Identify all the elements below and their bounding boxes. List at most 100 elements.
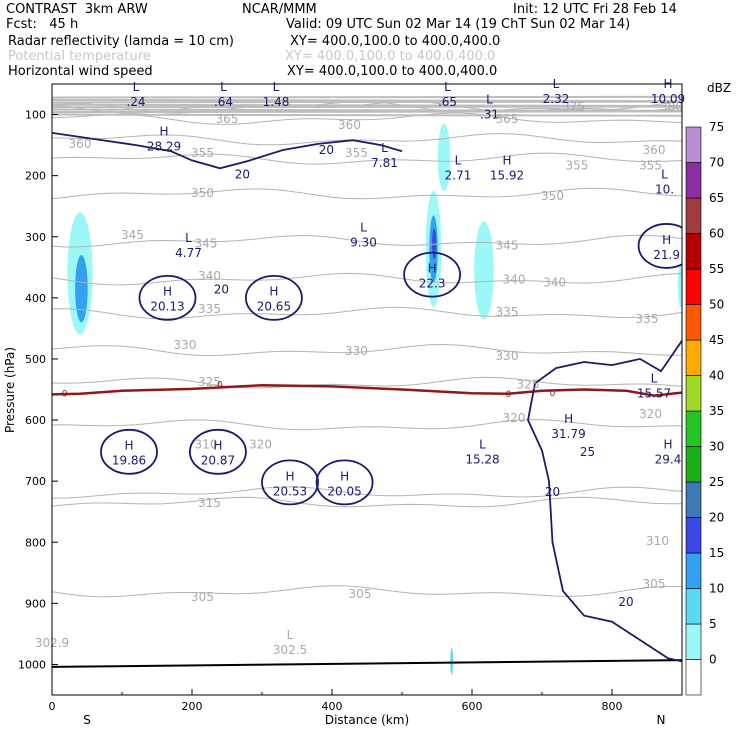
extremum-letter: H [428,262,437,276]
reflectivity-cell [75,255,88,323]
colorbar-label: 0 [709,653,717,667]
init-time: Init: 12 UTC Fri 28 Feb 14 [513,2,677,17]
theta-label: 355 [566,158,589,172]
plot-frame [51,83,683,696]
extremum-letter: H [213,439,222,453]
extremum-value: 15.92 [490,168,524,182]
field-xy-wind: XY= 400.0,100.0 to 400.0,400.0 [287,64,498,79]
extremum-value: 15.28 [465,452,499,466]
colorbar-label: 5 [709,617,717,631]
wind-contour [261,459,319,506]
wind-label: 20 [545,485,560,499]
theta-contour-dense [52,113,682,117]
colorbar-label: 20 [709,511,724,525]
wind-contour [244,274,303,321]
theta-label: 335 [636,312,659,326]
field-name-wind: Horizontal wind speed [8,64,153,79]
theta-label: 305 [643,577,666,591]
theta-label: 325 [517,378,540,392]
theta-contour [52,376,682,389]
extremum-value: 9.30 [350,236,377,250]
extremum-letter: L [455,153,462,167]
colorbar-swatch [685,126,702,163]
x-tick-label: 0 [49,700,56,713]
colorbar-label: 45 [709,333,724,347]
reflectivity-cell [437,123,451,191]
theta-contour-dense [52,105,682,109]
colorbar-label: 65 [709,191,724,205]
colorbar-swatch [685,268,702,305]
theta-label: 310 [646,534,669,548]
extremum-letter: L [444,80,451,94]
y-tick-label: 100 [25,109,46,122]
theta-label: 345 [195,236,218,250]
axes: 0 200 400 600 800100200300400500600700800900… [18,109,623,713]
extremum-letter: L [287,628,294,642]
theta-label: 330 [174,338,197,352]
model-title: CONTRAST 3km ARW [6,2,148,17]
colorbar-label: 25 [709,475,724,489]
theta-label: 350 [191,186,214,200]
extremum-value: 21.9 [653,248,680,262]
extremum-value: 22.3 [419,277,446,291]
x-tick-label: 400 [322,700,343,713]
theta-contour [52,585,682,598]
theta-label: 380 [660,100,683,114]
extremum-value: 20.87 [201,454,235,468]
y-tick-label: 200 [25,170,46,183]
y-axis-title: Pressure (hPa) [3,347,17,433]
wind-label: 0 [62,390,68,400]
wind-contour [188,428,247,475]
wind-contour [315,459,374,506]
theta-label: 325 [198,375,221,389]
extremum-value: 20.65 [257,300,291,314]
wind-label: 20 [235,167,250,181]
extremum-letter: L [661,167,668,181]
extremum-value: 28.29 [147,140,181,154]
colorbar-swatch [685,481,702,518]
colorbar-label: 70 [709,156,724,170]
colorbar-swatch [685,375,702,412]
valid-time: Valid: 09 UTC Sun 02 Mar 14 (19 ChT Sun … [286,17,631,32]
theta-contour [52,133,682,146]
extremum-value: 4.77 [175,246,202,260]
extremum-letter: L [220,80,227,94]
extremum-letter: H [502,153,511,167]
extremum-value: .24 [126,95,145,109]
wind-contour [527,340,682,663]
reflectivity-layer [67,123,682,675]
y-tick-label: 500 [25,353,46,366]
wind-label: 20 [319,143,334,157]
colorbar-label: 15 [709,546,724,560]
x-axis-title: Distance (km) [325,713,409,727]
wind-contour [637,223,682,269]
extremum-letter: H [269,285,278,299]
colorbar: 0 5 10 15 20 25 30 35 40 45 50 55 60 65 70 75 [685,120,724,696]
colorbar-label: 55 [709,262,724,276]
extremum-letter: H [663,437,672,451]
colorbar-swatch [685,233,702,270]
extremum-letter: H [163,285,172,299]
y-tick-label: 1000 [18,658,46,671]
wind-label: 20 [618,595,633,609]
theta-label: 345 [121,228,144,242]
extremum-letter: H [124,439,133,453]
field-name-theta: Potential temperature [8,49,151,64]
colorbar-label: 10 [709,582,724,596]
colorbar-swatch [685,197,702,234]
reflectivity-cell [677,264,682,308]
colorbar-label: 50 [709,298,724,312]
theta-label: 360 [338,118,361,132]
extremum-letter: L [651,372,658,386]
field-name-reflectivity: Radar reflectivity (lamda = 10 cm) [8,34,234,49]
theta-contour [52,496,682,508]
theta-contour-dense [52,100,682,104]
wind-contour [52,132,403,170]
colorbar-swatch [685,552,702,589]
wind-label: 0 [506,390,512,400]
wind-label: 0 [550,389,556,399]
extremum-value: 15.57 [637,387,671,401]
wind-contour [403,251,462,298]
theta-label: 305 [191,590,214,604]
